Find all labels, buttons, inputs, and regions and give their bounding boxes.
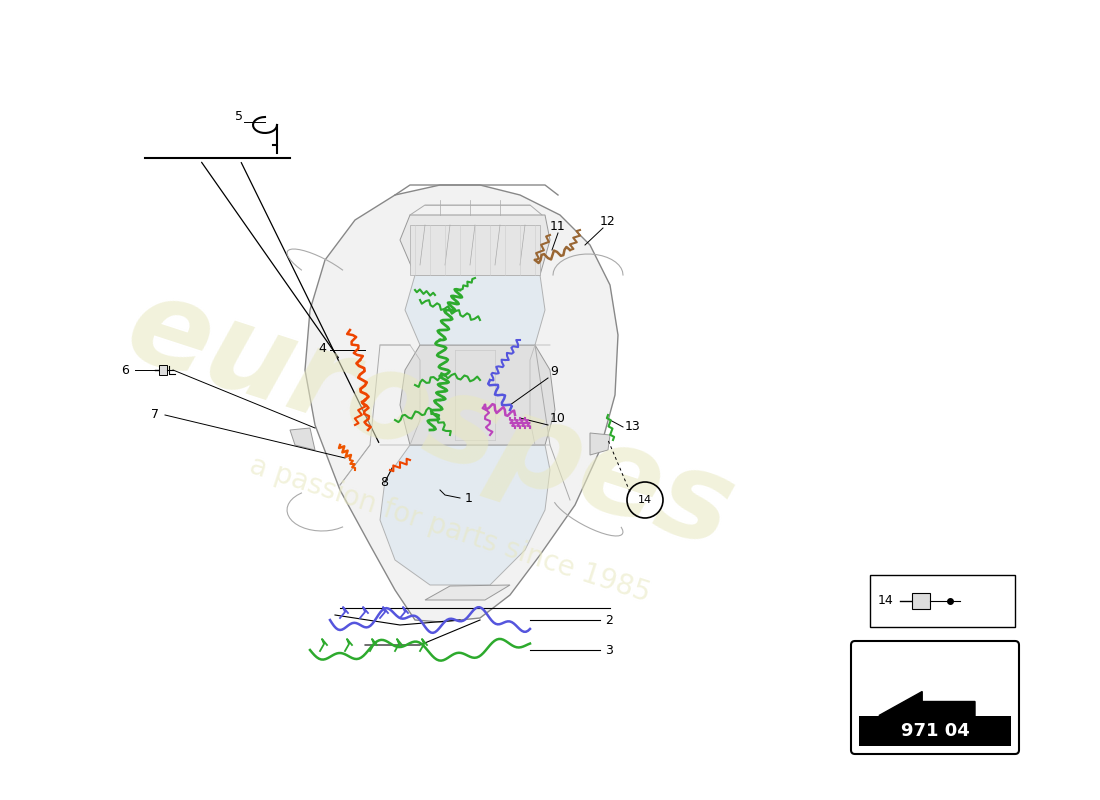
Text: 2: 2 (605, 614, 613, 626)
Text: a passion for parts since 1985: a passion for parts since 1985 (246, 452, 653, 608)
Text: 971 04: 971 04 (901, 722, 969, 740)
Polygon shape (400, 215, 550, 275)
Polygon shape (400, 345, 556, 445)
Polygon shape (590, 433, 610, 455)
Text: 12: 12 (600, 215, 616, 228)
Text: 13: 13 (625, 420, 640, 433)
Text: 10: 10 (550, 412, 565, 425)
Text: eurospes: eurospes (112, 267, 748, 573)
Text: 14: 14 (878, 594, 893, 607)
Polygon shape (305, 185, 618, 622)
Text: 7: 7 (151, 409, 160, 422)
Polygon shape (879, 691, 975, 739)
Polygon shape (379, 445, 550, 585)
FancyBboxPatch shape (851, 641, 1019, 754)
Text: 6: 6 (121, 363, 129, 377)
Text: 4: 4 (318, 342, 326, 354)
Text: 1: 1 (465, 492, 473, 505)
Bar (410, 225, 540, 275)
Text: 3: 3 (605, 643, 613, 657)
Polygon shape (425, 585, 510, 600)
Polygon shape (290, 428, 315, 450)
Bar (912, 593, 930, 609)
Text: 11: 11 (550, 220, 565, 233)
Text: 8: 8 (379, 476, 388, 489)
Bar (870, 575, 1015, 627)
Bar (859, 716, 1011, 746)
Polygon shape (405, 275, 544, 345)
Text: 9: 9 (550, 365, 558, 378)
Text: 14: 14 (638, 495, 652, 505)
Bar (160, 365, 167, 375)
Text: 5: 5 (235, 110, 243, 123)
